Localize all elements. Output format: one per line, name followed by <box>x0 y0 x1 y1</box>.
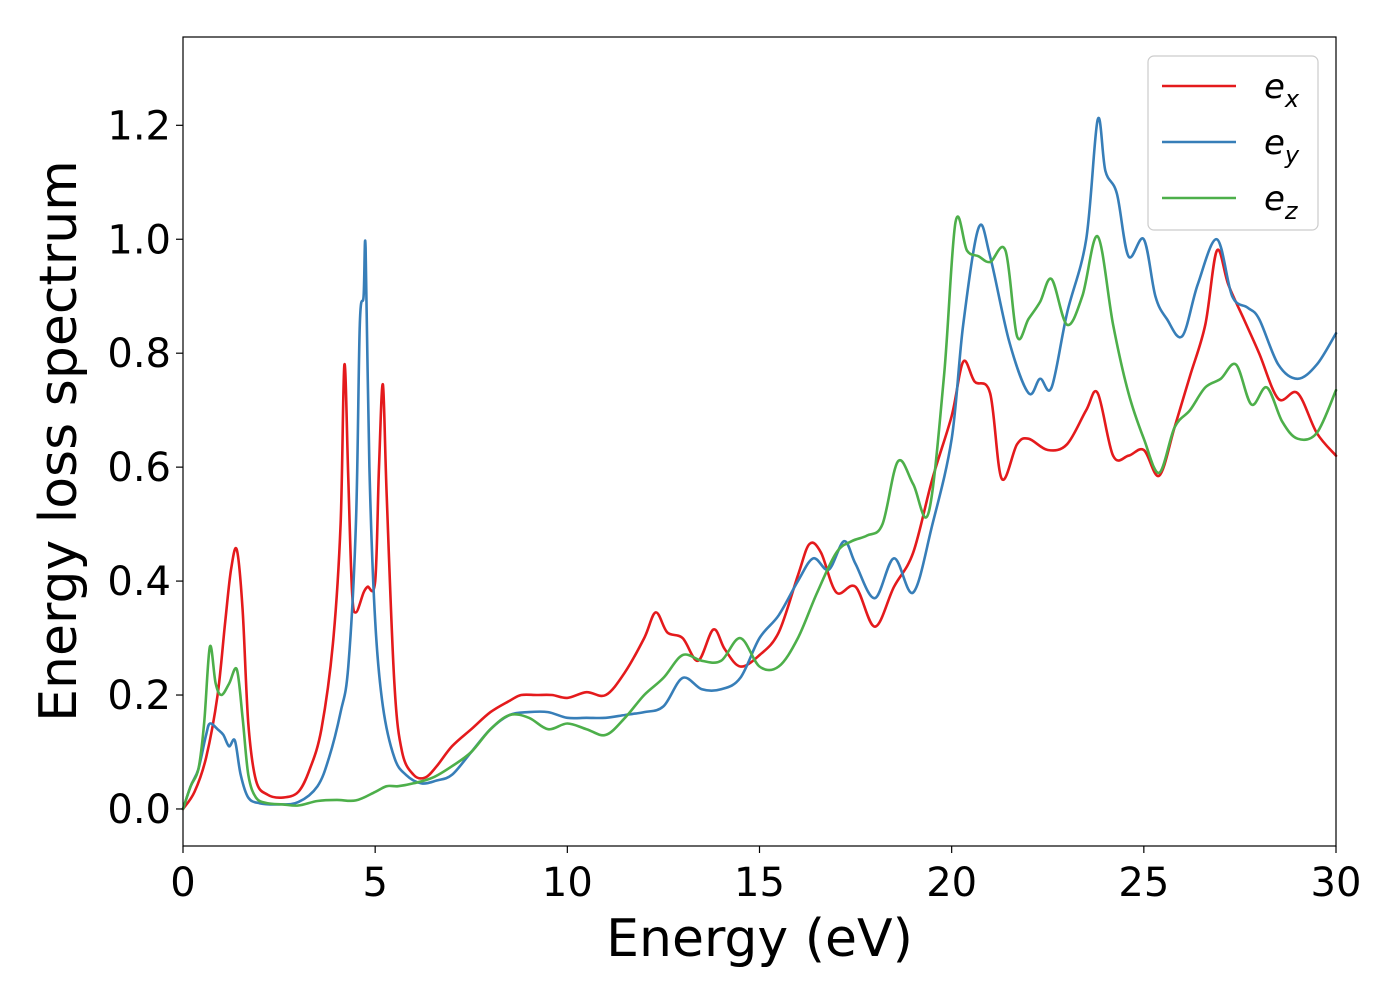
x-axis: 0 5 10 15 20 25 30 <box>170 846 1361 906</box>
x-axis-label: Energy (eV) <box>606 909 913 969</box>
legend-label-z: ez <box>1264 179 1299 225</box>
y-tick-label: 0.8 <box>107 331 171 377</box>
x-tick-label: 15 <box>734 860 785 906</box>
y-tick-label: 0.4 <box>107 559 171 605</box>
x-tick-label: 20 <box>926 860 977 906</box>
y-tick-label: 1.2 <box>107 103 171 149</box>
y-tick-label: 0.0 <box>107 787 171 833</box>
series-line-y <box>181 116 1338 811</box>
y-axis-label: Energy loss spectrum <box>29 160 89 722</box>
y-tick-label: 0.2 <box>107 673 171 719</box>
y-tick-label: 1.0 <box>107 217 171 263</box>
legend: ex ey ez <box>1147 55 1319 231</box>
legend-label-x: ex <box>1264 67 1300 113</box>
series-layer <box>181 116 1338 811</box>
x-tick-label: 0 <box>170 860 195 906</box>
x-tick-label: 10 <box>542 860 593 906</box>
x-tick-label: 5 <box>362 860 387 906</box>
y-axis: 0.0 0.2 0.4 0.6 0.8 1.0 1.2 <box>107 103 183 833</box>
series-line-x <box>181 248 1338 811</box>
series-line-z <box>181 215 1338 811</box>
x-tick-label: 25 <box>1118 860 1169 906</box>
y-tick-label: 0.6 <box>107 445 171 491</box>
legend-label-y: ey <box>1264 123 1300 169</box>
x-tick-label: 30 <box>1311 860 1362 906</box>
